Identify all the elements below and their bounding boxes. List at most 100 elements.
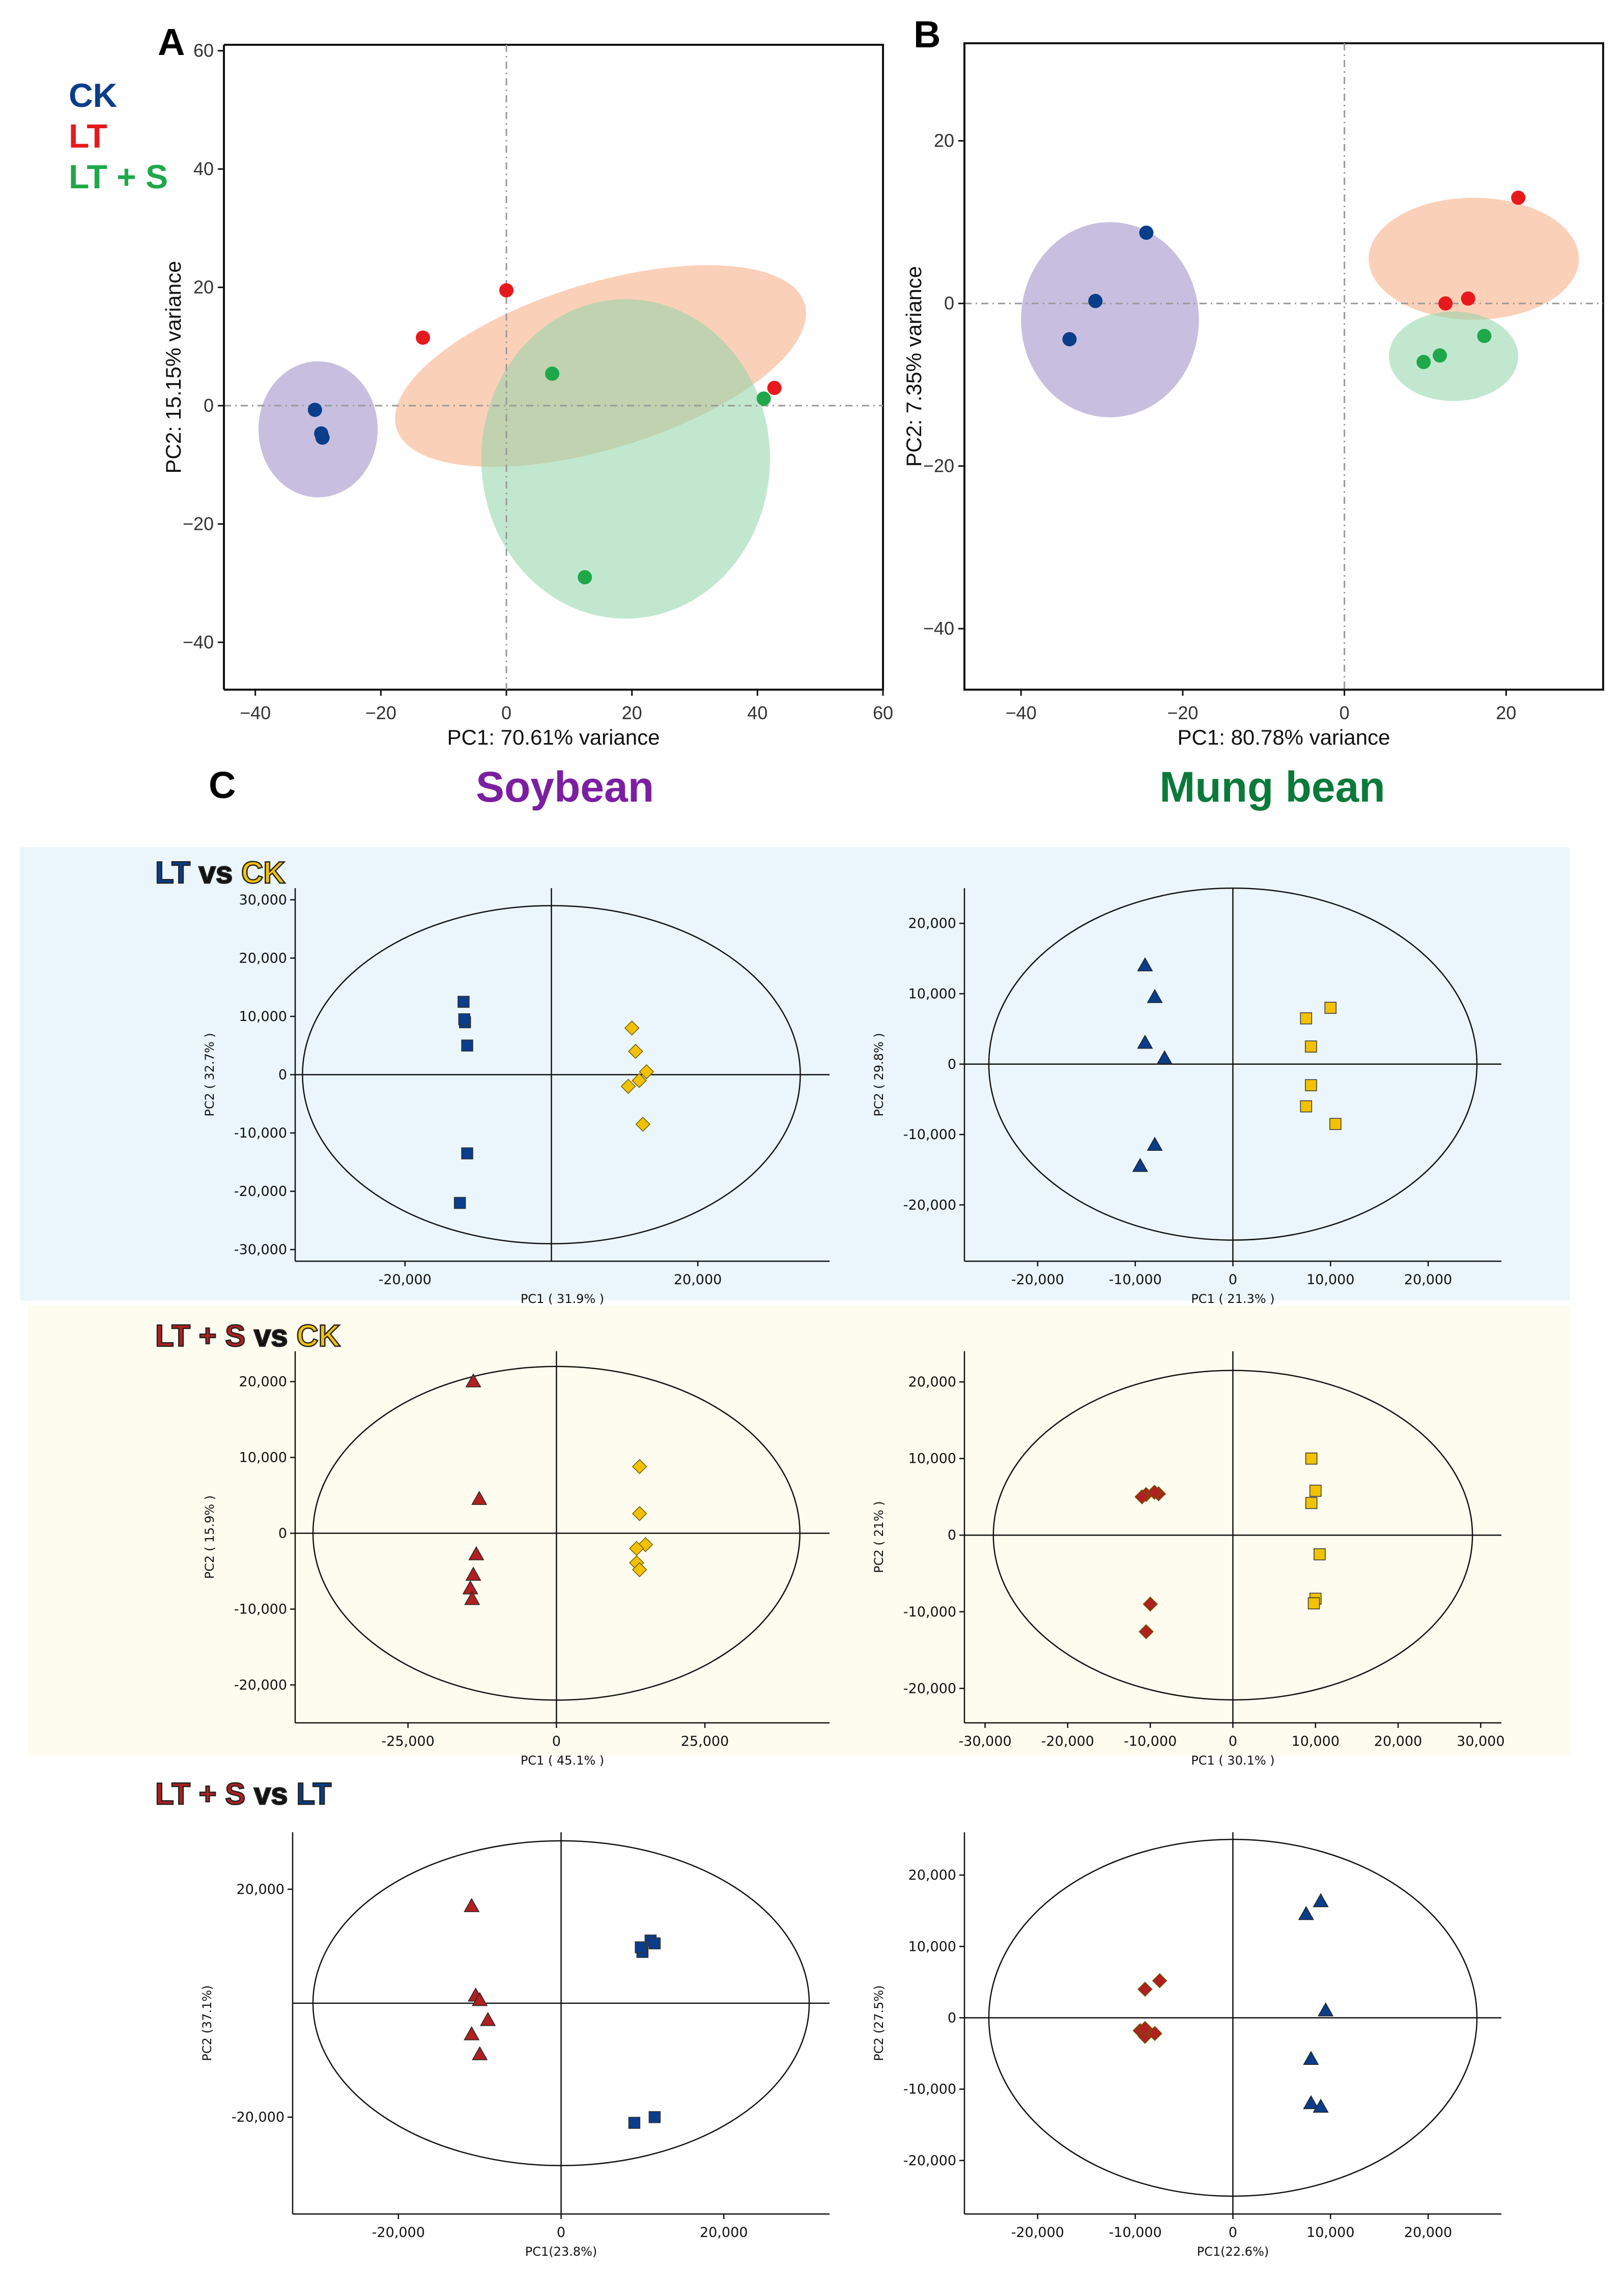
x-tick-label: 0 — [501, 702, 511, 723]
point-lt-s — [1137, 2021, 1153, 2036]
y-tick-label: 0 — [278, 1526, 287, 1542]
y-tick-label: −40 — [183, 632, 214, 652]
point-lt — [1461, 291, 1475, 306]
x-tick-label: -10,000 — [1124, 1734, 1177, 1749]
point-ck — [1088, 294, 1103, 308]
x-tick-label: 20,000 — [1404, 2225, 1452, 2240]
y-tick-label: -30,000 — [234, 1242, 287, 1258]
y-tick-label: 60 — [193, 40, 214, 61]
point-lt-s — [471, 1491, 488, 1505]
y-tick-label: 30,000 — [239, 892, 287, 908]
point-ck — [307, 403, 322, 417]
y-axis-title: PC2 ( 29.8% ) — [872, 1033, 886, 1116]
point-lt-s — [1138, 1624, 1154, 1639]
point-lt — [648, 1937, 661, 1950]
point-lt — [415, 330, 430, 345]
point-lt-s — [468, 1546, 485, 1560]
point-lt — [1147, 988, 1163, 1003]
x-tick-label: 20,000 — [700, 2225, 748, 2240]
point-lt — [1318, 2002, 1334, 2017]
x-axis-title: PC1: 80.78% variance — [1178, 725, 1390, 749]
point-lt — [1438, 296, 1453, 311]
y-axis-title: PC2: 7.35% variance — [902, 266, 926, 467]
row-1-background — [20, 847, 1570, 1300]
x-axis-title: PC1: 70.61% variance — [447, 725, 660, 749]
point-lt-s — [464, 1591, 480, 1605]
point-ck — [1305, 1040, 1317, 1053]
chart-C-soybean-LTS-vs-LT: -20,000 0 20,000 -20,000 20,000 PC1(23.8%) PC2… — [200, 1832, 830, 2259]
point-lt-s — [462, 1580, 478, 1595]
point-lt — [461, 1147, 473, 1159]
plot-frame — [224, 44, 884, 691]
row-2-title: LT + S vs CK — [155, 1319, 340, 1353]
point-ck — [315, 430, 330, 445]
y-tick-label: -20,000 — [232, 2110, 284, 2125]
point-lt — [461, 1039, 473, 1052]
row-2-title-a: LT + S — [155, 1319, 245, 1353]
y-tick-label: 20,000 — [908, 1867, 956, 1883]
y-tick-label: 20 — [934, 130, 954, 151]
x-tick-label: 60 — [873, 702, 893, 723]
point-lt-s — [756, 391, 771, 406]
y-tick-label: -20,000 — [903, 1681, 956, 1696]
point-ck — [635, 1117, 651, 1132]
x-tick-label: −40 — [1006, 702, 1037, 723]
y-tick-label: 20,000 — [908, 1374, 956, 1390]
point-lt-s — [1137, 1981, 1153, 1997]
y-tick-label: 0 — [948, 1057, 956, 1072]
y-tick-label: -10,000 — [903, 1604, 956, 1620]
x-tick-label: 20 — [1496, 702, 1516, 723]
point-ck — [632, 1459, 647, 1474]
point-lt — [1147, 1137, 1163, 1151]
point-lt-s — [465, 1373, 481, 1387]
x-tick-label: 10,000 — [1306, 1272, 1354, 1288]
y-tick-label: -20,000 — [903, 2153, 956, 2169]
chart-C-soybean-LT-vs-CK: -20,000 20,000 -30,000 -20,000 -10,000 0 10,00… — [203, 888, 830, 1306]
x-tick-label: 0 — [1229, 2225, 1237, 2240]
point-lt — [1156, 1050, 1173, 1064]
y-tick-label: 10,000 — [908, 1939, 956, 1954]
y-tick-label: 0 — [948, 2010, 956, 2026]
point-ck — [624, 1020, 640, 1036]
point-lt — [499, 283, 514, 298]
point-ck — [1314, 1548, 1326, 1560]
point-lt — [1137, 957, 1153, 972]
point-lt-s — [1147, 2026, 1162, 2041]
x-tick-label: −20 — [1167, 702, 1198, 723]
point-lt — [1132, 1157, 1148, 1172]
y-axis-title: PC2 (37.1%) — [200, 1985, 214, 2061]
x-tick-label: 25,000 — [681, 1734, 729, 1749]
point-lt — [628, 2117, 641, 2129]
x-axis-title: PC1(22.6%) — [1197, 2245, 1269, 2259]
row-3-title-vs: vs — [245, 1777, 296, 1811]
x-tick-label: -20,000 — [372, 2225, 425, 2240]
x-tick-label: 0 — [557, 2225, 565, 2240]
x-tick-label: -10,000 — [1109, 1272, 1162, 1288]
x-tick-label: -30,000 — [958, 1734, 1011, 1749]
y-tick-label: 10,000 — [239, 1009, 287, 1025]
point-lt-s — [1433, 348, 1447, 363]
ellipse-lt-s — [481, 299, 770, 619]
point-ck — [1305, 1079, 1317, 1091]
x-tick-label: 0 — [1229, 1272, 1237, 1288]
x-tick-label: 0 — [552, 1734, 561, 1749]
point-ck — [1305, 1452, 1318, 1465]
x-tick-label: 40 — [747, 702, 767, 723]
point-ck — [1062, 332, 1077, 347]
point-lt — [1511, 190, 1526, 205]
point-lt-s — [472, 2046, 488, 2060]
point-ck — [632, 1562, 647, 1577]
y-tick-label: 0 — [948, 1527, 956, 1543]
x-tick-label: -25,000 — [382, 1734, 435, 1749]
row-3-title-b: LT — [296, 1777, 331, 1811]
panel-label-b: B — [914, 13, 941, 55]
point-lt — [453, 1197, 466, 1209]
x-tick-label: -20,000 — [1011, 1272, 1064, 1288]
point-lt — [1313, 2098, 1329, 2113]
x-tick-label: -20,000 — [1041, 1734, 1094, 1749]
chart-C-soybean-LTS-vs-CK: -25,000 0 25,000 -20,000 -10,000 0 10,000 20,00… — [203, 1351, 830, 1768]
point-ck — [639, 1064, 654, 1080]
point-ck — [1307, 1597, 1320, 1609]
x-tick-label: 20,000 — [1404, 1272, 1452, 1288]
y-tick-label: 20,000 — [239, 1374, 287, 1390]
